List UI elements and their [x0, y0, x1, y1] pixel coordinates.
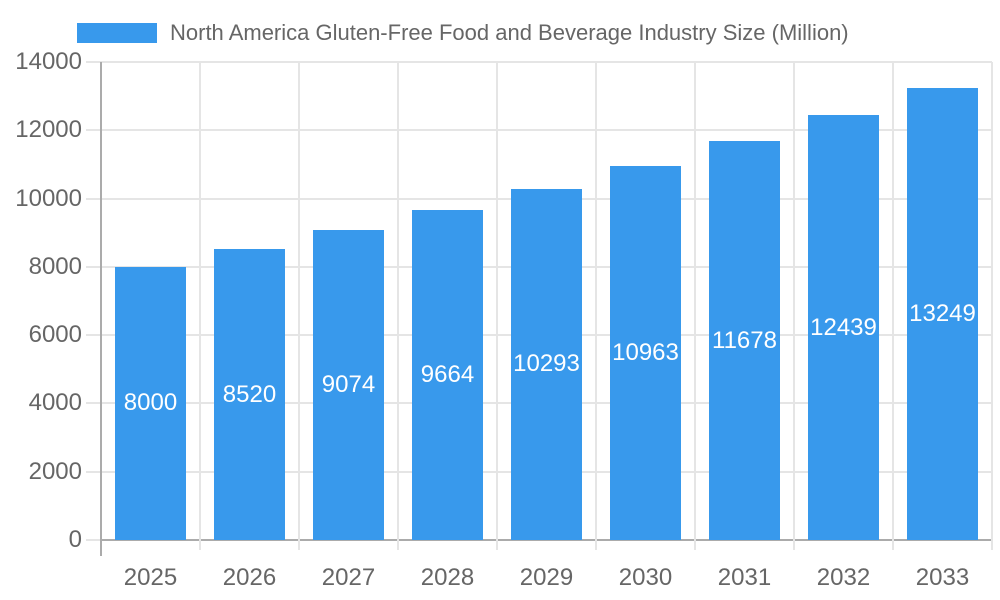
v-gridline	[298, 62, 300, 550]
y-axis-tick-label: 14000	[15, 48, 82, 75]
bar-value-label: 10963	[612, 338, 679, 366]
v-gridline	[793, 62, 795, 550]
h-gridline	[101, 129, 992, 132]
y-axis-tick	[86, 265, 101, 268]
bar-2032[interactable]	[808, 115, 879, 540]
y-axis-tick-label: 8000	[28, 252, 82, 280]
x-axis-tick-label: 2029	[519, 564, 574, 591]
x-axis-tick-label: 2031	[717, 564, 772, 591]
bar-2031[interactable]	[709, 141, 780, 540]
y-axis-tick	[86, 197, 101, 200]
bar-2030[interactable]	[610, 165, 681, 540]
h-gridline	[101, 61, 992, 63]
legend-label: North America Gluten-Free Food and Bever…	[170, 20, 849, 45]
x-axis-tick-label: 2025	[123, 564, 178, 591]
y-axis-line	[100, 62, 102, 556]
v-gridline	[991, 62, 993, 550]
x-axis-tick-label: 2026	[222, 564, 277, 591]
chart-legend[interactable]: North America Gluten-Free Food and Bever…	[77, 20, 849, 46]
x-axis-tick-label: 2032	[816, 564, 871, 591]
x-axis-tick-label: 2033	[915, 564, 970, 591]
bar-2033[interactable]	[907, 87, 978, 540]
bar-value-label: 11678	[712, 326, 777, 354]
y-axis-tick	[86, 402, 101, 405]
y-axis-tick	[86, 539, 101, 541]
y-axis-tick	[86, 470, 101, 473]
bar-2026[interactable]	[214, 249, 285, 540]
bar-value-label: 10293	[513, 350, 580, 378]
bar-2025[interactable]	[115, 266, 186, 540]
legend-swatch	[77, 23, 157, 43]
y-axis-tick-label: 6000	[28, 321, 82, 349]
bar-value-label: 12439	[810, 313, 877, 341]
bar-2029[interactable]	[511, 188, 582, 540]
y-axis-tick-label: 10000	[15, 184, 82, 212]
x-axis-tick-label: 2027	[321, 564, 376, 591]
bar-value-label: 9664	[420, 361, 475, 389]
v-gridline	[397, 62, 399, 550]
y-axis-tick	[86, 61, 101, 63]
x-axis-line	[101, 539, 992, 541]
x-axis-tick-label: 2030	[618, 564, 673, 591]
v-gridline	[199, 62, 201, 550]
y-axis-tick-label: 0	[68, 526, 82, 553]
v-gridline	[892, 62, 894, 550]
v-gridline	[595, 62, 597, 550]
v-gridline	[694, 62, 696, 550]
bar-2028[interactable]	[412, 210, 483, 540]
y-axis-tick	[86, 129, 101, 132]
bar-2027[interactable]	[313, 230, 384, 540]
bar-value-label: 8520	[222, 380, 277, 408]
bar-value-label: 13249	[909, 299, 976, 327]
y-axis-tick	[86, 334, 101, 337]
y-axis-tick-label: 4000	[28, 389, 82, 417]
x-axis-tick-label: 2028	[420, 564, 475, 591]
y-axis-tick-label: 12000	[15, 116, 82, 144]
bar-value-label: 8000	[123, 389, 178, 417]
bar-value-label: 9074	[321, 371, 376, 399]
y-axis-tick-label: 2000	[28, 457, 82, 485]
v-gridline	[496, 62, 498, 550]
